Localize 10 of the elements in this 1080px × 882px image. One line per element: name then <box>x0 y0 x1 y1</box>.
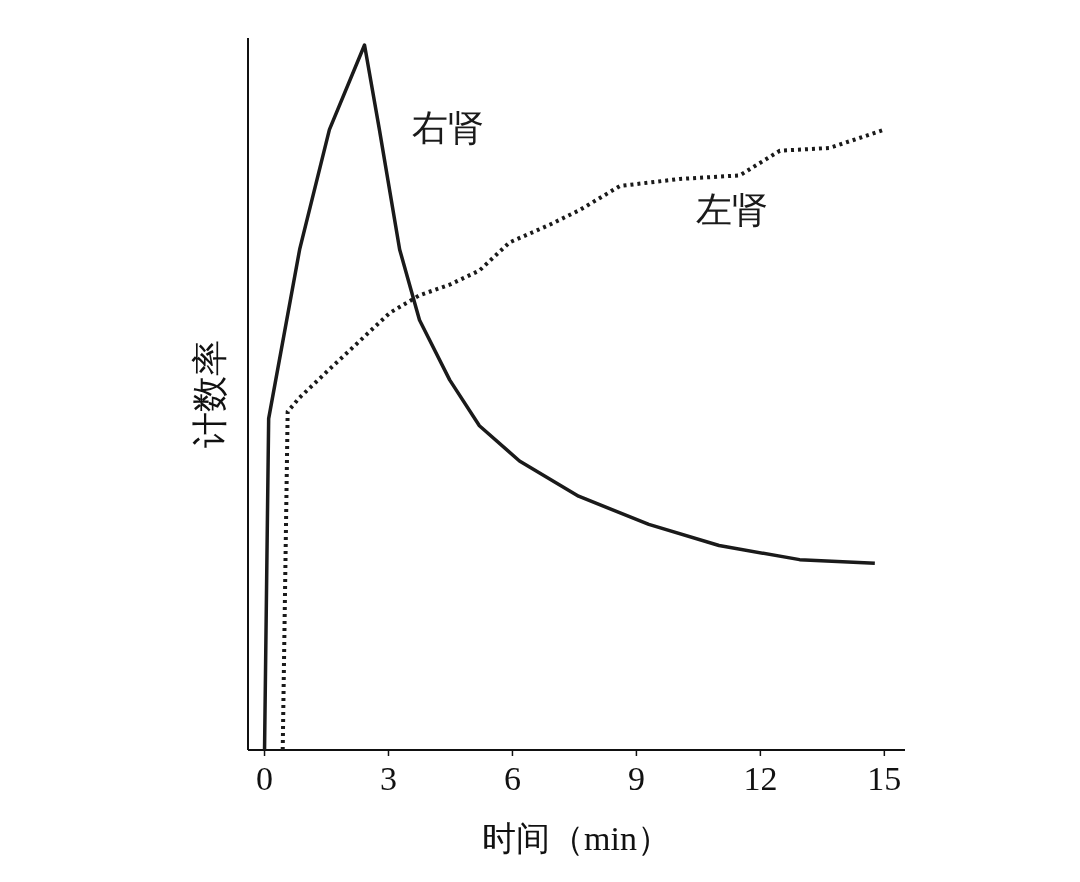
x-tick-label: 0 <box>256 760 274 797</box>
series-label: 右肾 <box>412 108 484 148</box>
series-label: 左肾 <box>696 190 768 230</box>
x-tick-label: 12 <box>743 760 778 797</box>
x-tick-label: 15 <box>867 760 902 797</box>
x-tick-label: 9 <box>627 760 645 797</box>
x-tick-label: 3 <box>379 760 397 797</box>
x-tick-label: 6 <box>503 760 521 797</box>
y-axis-title: 计数率 <box>190 340 230 448</box>
x-axis-title: 时间（min） <box>482 820 671 857</box>
